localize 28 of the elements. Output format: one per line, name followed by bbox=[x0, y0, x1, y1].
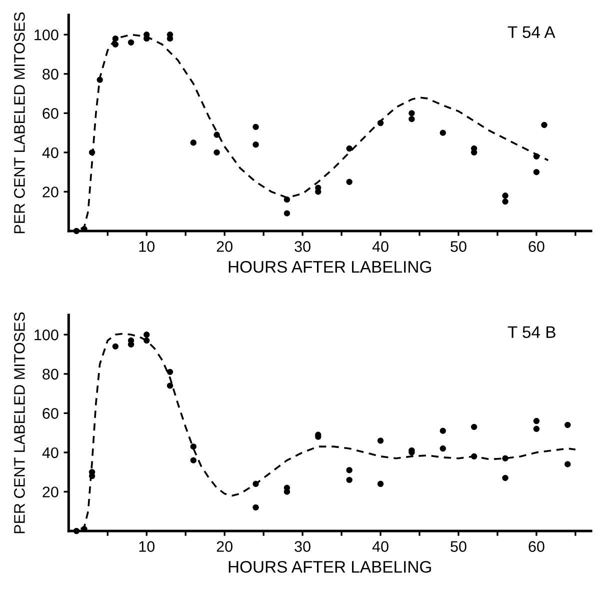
y-tick-label: 40 bbox=[42, 147, 58, 158]
x-tick-label: 50 bbox=[450, 241, 466, 252]
y-tick-label: 80 bbox=[42, 368, 58, 380]
x-tick-label: 10 bbox=[139, 241, 155, 252]
x-axis-title: HOURS AFTER LABELING bbox=[228, 260, 431, 273]
y-axis-title: PER CENT LABELED MITOSES bbox=[14, 312, 25, 534]
x-tick-label: 30 bbox=[294, 241, 310, 252]
x-tick-label: 40 bbox=[372, 241, 388, 252]
x-tick-label: 30 bbox=[294, 541, 310, 552]
y-tick-label: 60 bbox=[42, 108, 58, 119]
y-tick-label: 20 bbox=[42, 186, 58, 198]
y-axis-title: PER CENT LABELED MITOSES bbox=[14, 12, 25, 234]
x-axis-title: HOURS AFTER LABELING bbox=[228, 560, 431, 573]
x-tick-label: 10 bbox=[139, 541, 155, 552]
x-tick-label: 20 bbox=[216, 541, 232, 552]
x-tick-label: 50 bbox=[450, 541, 466, 552]
x-tick-label: 20 bbox=[216, 241, 232, 252]
y-tick-label: 80 bbox=[42, 68, 58, 80]
y-tick-label: 100 bbox=[34, 30, 58, 40]
y-tick-label: 40 bbox=[42, 447, 58, 458]
x-tick-label: 40 bbox=[372, 541, 388, 552]
annotation: T 54 A bbox=[508, 26, 556, 38]
annotation: T 54 B bbox=[508, 326, 556, 338]
y-tick-label: 60 bbox=[42, 408, 58, 419]
x-tick-label: 60 bbox=[528, 541, 544, 552]
y-tick-label: 20 bbox=[42, 486, 58, 498]
y-tick-label: 100 bbox=[34, 330, 58, 340]
x-tick-label: 60 bbox=[528, 241, 544, 252]
